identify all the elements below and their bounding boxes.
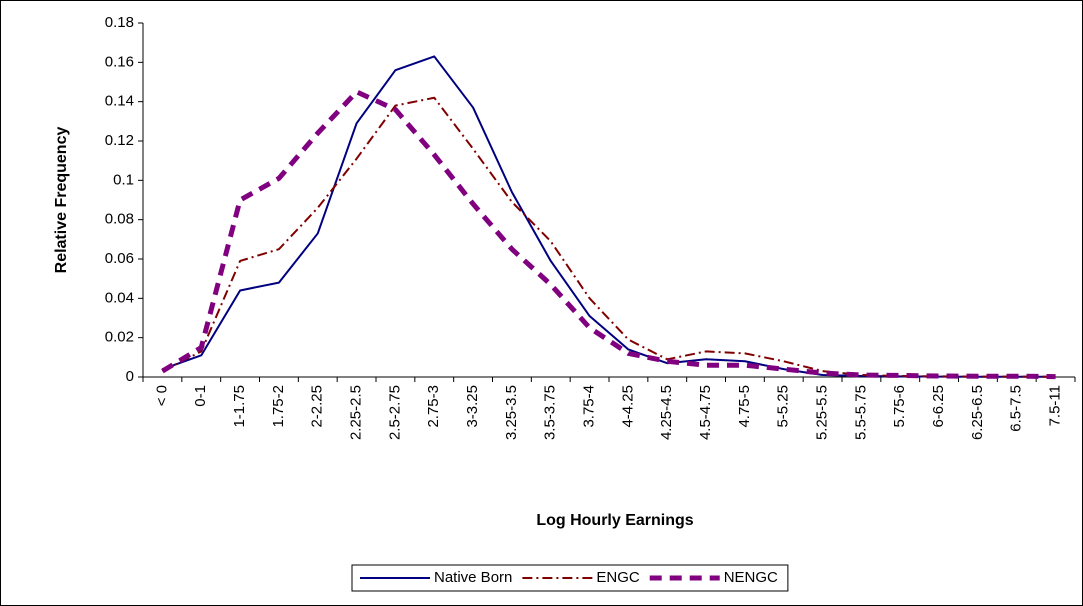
y-tick-label: 0.04 (105, 289, 134, 306)
x-tick-label: 5.5-5.75 (852, 385, 869, 440)
x-tick-label: 2.75-3 (425, 385, 442, 428)
y-tick-label: 0.14 (105, 93, 134, 110)
x-tick-label: 5.25-5.5 (814, 385, 831, 440)
legend-label: Native Born (434, 569, 512, 586)
y-tick-label: 0.12 (105, 132, 134, 149)
x-tick-label: 4-4.25 (619, 385, 636, 428)
x-tick-label: 3.75-4 (581, 385, 598, 428)
x-tick-label: 3-3.25 (464, 385, 481, 428)
x-tick-label: 5-5.25 (775, 385, 792, 428)
x-tick-label: 6-6.25 (930, 385, 947, 428)
x-tick-label: < 0 (153, 385, 170, 406)
y-axis-title: Relative Frequency (53, 127, 70, 274)
series-line (161, 89, 1056, 380)
x-tick-label: 3.25-3.5 (503, 385, 520, 440)
x-tick-label: 2.5-2.75 (386, 385, 403, 440)
x-axis-title: Log Hourly Earnings (536, 512, 693, 529)
x-tick-label: 2.25-2.5 (348, 385, 365, 440)
y-tick-label: 0.08 (105, 211, 134, 228)
x-tick-label: 2-2.25 (309, 385, 326, 428)
x-tick-label: 7.5-11 (1047, 385, 1064, 426)
legend: Native Born ENGC NENGC (351, 564, 789, 592)
x-tick-label: 6.5-7.5 (1008, 385, 1025, 432)
legend-label: ENGC (596, 569, 640, 586)
y-tick-label: 0.06 (105, 250, 134, 267)
x-tick-label: 1-1.75 (231, 385, 248, 428)
x-tick-label: 6.25-6.5 (969, 385, 986, 440)
legend-label: NENGC (724, 569, 778, 586)
x-tick-label: 0-1 (192, 385, 209, 407)
x-tick-label: 4.25-4.5 (658, 385, 675, 440)
y-tick-label: 0.02 (105, 329, 134, 346)
x-tick-label: 1.75-2 (270, 385, 287, 428)
x-tick-label: 4.5-4.75 (697, 385, 714, 440)
y-tick-label: 0.16 (105, 53, 134, 70)
y-tick-label: 0 (126, 368, 134, 385)
x-tick-label: 3.5-3.75 (542, 385, 559, 440)
x-tick-label: 5.75-6 (891, 385, 908, 428)
y-tick-label: 0.18 (105, 14, 134, 31)
x-tick-label: 4.75-5 (736, 385, 753, 428)
y-tick-label: 0.1 (113, 171, 134, 188)
